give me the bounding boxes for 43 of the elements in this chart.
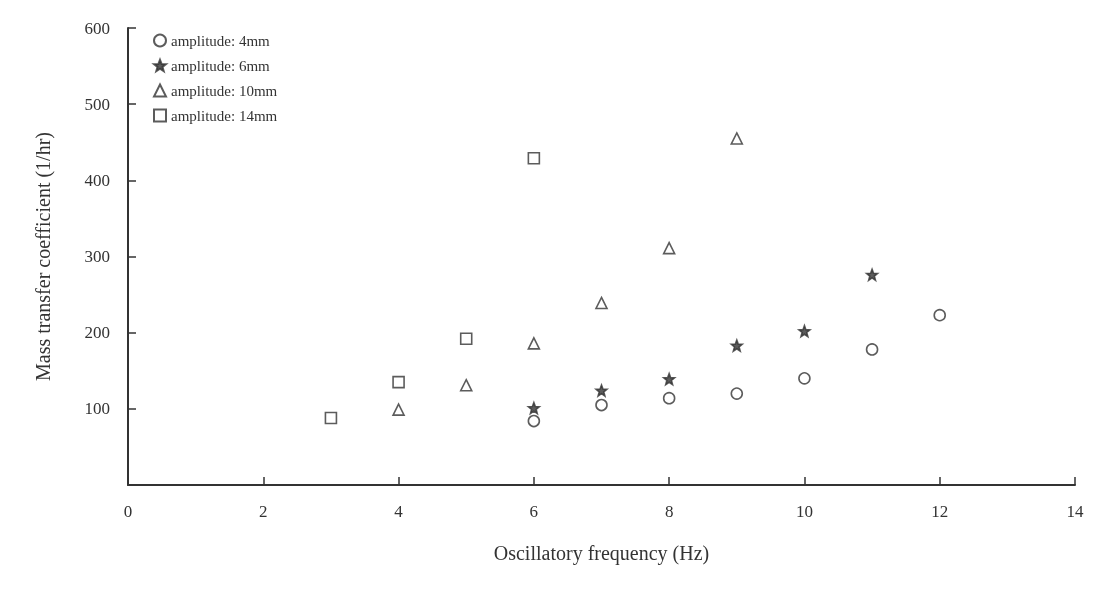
point xyxy=(798,324,811,338)
x-axis-title: Oscillatory frequency (Hz) xyxy=(493,542,710,565)
point xyxy=(527,337,541,350)
point xyxy=(595,398,608,412)
point xyxy=(595,296,608,310)
x-tick-label: 14 xyxy=(1066,502,1084,521)
point xyxy=(324,411,338,425)
legend-label: amplitude: 10mm xyxy=(171,82,278,99)
point xyxy=(392,403,405,416)
point xyxy=(392,375,405,389)
y-tick-label: 500 xyxy=(84,94,110,114)
point xyxy=(527,151,541,165)
x-tick-label: 6 xyxy=(529,502,539,521)
y-axis-title: Mass transfer coefficient (1/hr) xyxy=(32,132,55,381)
x-tick-label: 8 xyxy=(664,502,674,521)
point xyxy=(527,401,541,415)
legend-label: amplitude: 4mm xyxy=(171,32,271,49)
point xyxy=(662,372,676,386)
y-tick-label: 400 xyxy=(84,170,110,190)
x-tick-label: 10 xyxy=(795,502,813,521)
point xyxy=(459,378,473,392)
x-tick-label: 0 xyxy=(123,502,133,521)
point xyxy=(730,132,744,145)
point xyxy=(798,372,811,385)
point xyxy=(730,387,744,400)
legend-label: amplitude: 6mm xyxy=(171,57,271,74)
x-tick-label: 12 xyxy=(931,502,949,521)
point xyxy=(933,308,947,322)
point xyxy=(459,332,473,346)
y-tick-label: 600 xyxy=(84,18,110,38)
y-tick-label: 100 xyxy=(84,399,110,419)
point xyxy=(595,384,608,397)
point xyxy=(865,268,879,282)
x-tick-label: 2 xyxy=(259,502,268,521)
y-tick-label: 200 xyxy=(84,323,110,343)
x-tick-label: 4 xyxy=(394,502,404,521)
point xyxy=(865,343,879,356)
legend-label: amplitude: 14mm xyxy=(171,107,278,124)
y-tick-label: 300 xyxy=(84,247,110,266)
point xyxy=(662,391,676,405)
point xyxy=(730,339,744,352)
point xyxy=(527,414,541,428)
point xyxy=(662,241,676,255)
